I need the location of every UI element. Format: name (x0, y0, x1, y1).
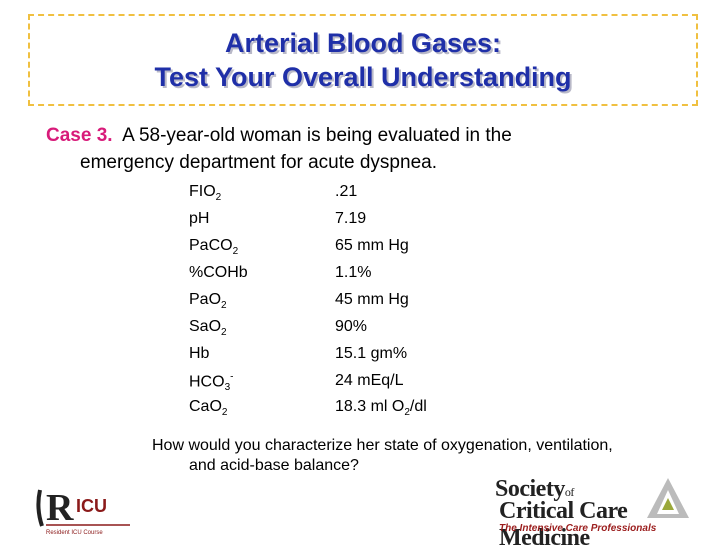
lab-value: 90% (335, 318, 368, 335)
lab-value: 45 mm Hg (335, 291, 409, 308)
sccm-triangle-icon (647, 478, 689, 518)
lab-value: 1.1% (335, 264, 372, 281)
ricu-caption: Resident ICU Course (46, 530, 103, 536)
title-line-2: Test Your Overall Understanding (154, 62, 572, 92)
lab-row: %COHb 1.1% (189, 264, 689, 288)
lab-row: CaO2 18.3 ml O2/dl (189, 398, 689, 422)
lab-value: 15.1 gm% (335, 345, 408, 362)
lab-row: PaO2 45 mm Hg (189, 291, 689, 315)
case-description: Case 3. A 58-year-old woman is being eva… (46, 122, 686, 176)
lab-value: 18.3 ml O2/dl (335, 398, 427, 419)
case-text-line-2: emergency department for acute dyspnea. (80, 152, 437, 173)
sccm-line-1: Societyof (495, 476, 574, 502)
title-frame (28, 14, 698, 106)
lab-value: 24 mEq/L (335, 372, 404, 389)
footer (0, 470, 728, 546)
lab-row: PaCO2 65 mm Hg (189, 237, 689, 261)
lab-key: PaCO2 (189, 237, 239, 258)
lab-value: 7.19 (335, 210, 367, 227)
lab-key: PaO2 (189, 291, 227, 312)
question: How would you characterize her state of … (152, 436, 712, 476)
lab-key: Hb (189, 345, 210, 362)
case-text-line-1: A 58-year-old woman is being evaluated i… (122, 125, 512, 146)
lab-key: %COHb (189, 264, 248, 281)
question-line-1: How would you characterize her state of … (152, 437, 613, 454)
lab-key: pH (189, 210, 210, 227)
ricu-logo: R ICU Resident ICU Course (34, 478, 134, 538)
lab-key: SaO2 (189, 318, 227, 339)
sccm-logo: Societyof Critical Care Medicine The Int… (495, 476, 695, 551)
title-line-1: Arterial Blood Gases: (224, 28, 502, 58)
lab-value: 65 mm Hg (335, 237, 409, 254)
lab-row: HCO3- 24 mEq/L (189, 372, 689, 396)
svg-text:R: R (46, 487, 74, 529)
lab-key: CaO2 (189, 398, 228, 419)
lab-row: FIO2 .21 (189, 183, 689, 207)
lab-key: FIO2 (189, 183, 222, 204)
sccm-tagline: The Intensive Care Professionals (499, 523, 657, 534)
question-line-2: and acid-base balance? (189, 457, 359, 474)
lab-row: Hb 15.1 gm% (189, 345, 689, 369)
svg-text:ICU: ICU (76, 496, 107, 516)
case-label: Case 3. (46, 125, 113, 146)
lab-value: .21 (335, 183, 358, 200)
lab-key: HCO3- (189, 372, 234, 394)
slide-title: Arterial Blood Gases: Test Your Overall … (28, 26, 698, 94)
lab-row: pH 7.19 (189, 210, 689, 234)
lab-row: SaO2 90% (189, 318, 689, 342)
